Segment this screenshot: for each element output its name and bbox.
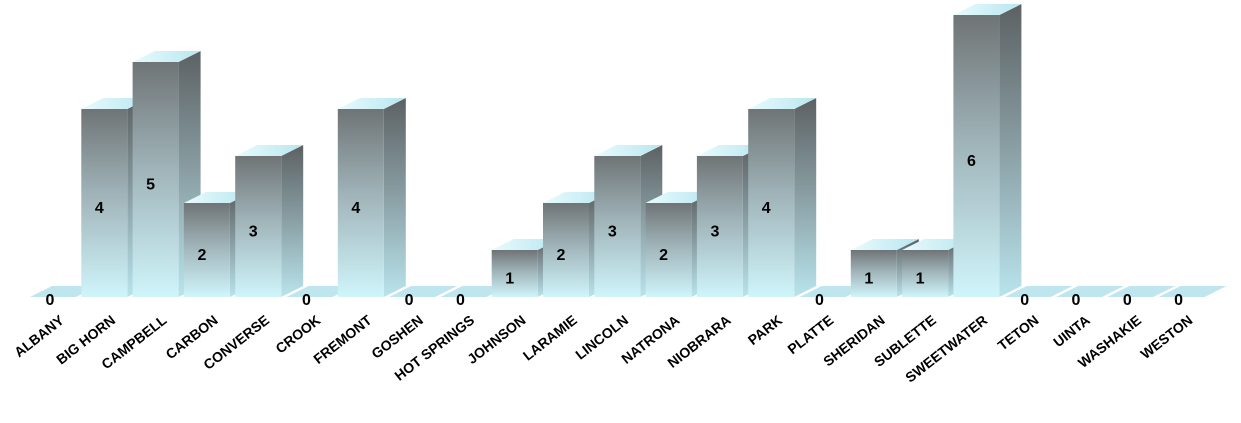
bar-floor-uinta — [1056, 286, 1124, 297]
bar-front-johnson — [491, 250, 538, 297]
bar-albany — [30, 286, 98, 297]
category-label-teton: TETON — [994, 312, 1041, 354]
value-label-natrona: 2 — [659, 247, 668, 264]
bar-top-sweetwater — [953, 4, 1022, 15]
value-label-platte: 0 — [815, 292, 824, 309]
bar-top-carbon — [183, 192, 252, 203]
bar-crook — [286, 286, 355, 297]
bar-top-lincoln — [594, 145, 663, 156]
bar-fremont — [337, 98, 406, 297]
bar-floor-washakie — [1107, 286, 1176, 297]
bar-top-natrona — [645, 192, 714, 203]
bar-teton — [1004, 286, 1073, 297]
bar-front-natrona — [645, 203, 692, 297]
category-label-weston: WESTON — [1137, 312, 1195, 362]
value-label-uinta: 0 — [1072, 292, 1081, 309]
bars-layer — [30, 4, 1227, 297]
bar-hot-springs — [440, 286, 509, 297]
value-label-hot-springs: 0 — [456, 292, 465, 309]
value-label-converse: 3 — [249, 224, 258, 241]
category-label-park: PARK — [745, 312, 785, 348]
bar-park — [748, 98, 817, 297]
bar-top-park — [748, 98, 817, 109]
bar-front-niobrara — [696, 156, 743, 297]
bar-weston — [1158, 286, 1227, 297]
bar-front-carbon — [183, 203, 230, 297]
bar-floor-weston — [1158, 286, 1227, 297]
bar-campbell — [132, 51, 201, 297]
value-label-sublette: 1 — [916, 271, 925, 288]
value-label-goshen: 0 — [405, 292, 414, 309]
bar-front-big-horn — [81, 109, 128, 297]
bar-top-big-horn — [81, 98, 150, 109]
value-label-sheridan: 1 — [864, 271, 873, 288]
bar-top-campbell — [132, 51, 201, 62]
bar-top-johnson — [491, 239, 560, 250]
bar-front-lincoln — [594, 156, 641, 297]
value-label-johnson: 1 — [505, 271, 514, 288]
bar-front-fremont — [337, 109, 384, 297]
bar-side-fremont — [383, 98, 406, 297]
bar-floor-teton — [1004, 286, 1073, 297]
value-label-laramie: 2 — [557, 247, 566, 264]
value-label-sweetwater: 6 — [967, 153, 976, 170]
bar-floor-albany — [30, 286, 98, 297]
bar-sweetwater — [953, 4, 1022, 297]
value-label-fremont: 4 — [351, 200, 360, 217]
bar-front-sweetwater — [953, 15, 1000, 297]
bar-top-niobrara — [696, 145, 765, 156]
bar-front-converse — [235, 156, 282, 297]
bar-converse — [235, 145, 304, 297]
category-label-uinta: UINTA — [1050, 312, 1093, 350]
bar-side-sweetwater — [999, 4, 1022, 297]
bar-uinta — [1056, 286, 1124, 297]
value-label-washakie: 0 — [1123, 292, 1132, 309]
value-label-weston: 0 — [1174, 292, 1183, 309]
bar-floor-goshen — [389, 286, 458, 297]
value-label-niobrara: 3 — [710, 224, 719, 241]
bar-floor-platte — [799, 286, 868, 297]
bar-floor-hot-springs — [440, 286, 509, 297]
value-label-carbon: 2 — [197, 247, 206, 264]
category-label-laramie: LARAMIE — [520, 312, 580, 364]
value-label-albany: 0 — [46, 292, 55, 309]
bar-front-sheridan — [850, 250, 897, 297]
bar-front-sublette — [902, 250, 949, 297]
bar-platte — [799, 286, 868, 297]
value-label-lincoln: 3 — [608, 224, 617, 241]
bar-goshen — [389, 286, 458, 297]
value-label-campbell: 5 — [146, 177, 155, 194]
bar-front-park — [748, 109, 795, 297]
value-label-teton: 0 — [1020, 292, 1029, 309]
value-label-crook: 0 — [302, 292, 311, 309]
bar-top-converse — [235, 145, 304, 156]
category-label-fremont: FREMONT — [310, 311, 375, 366]
bar-front-laramie — [543, 203, 589, 297]
value-label-big-horn: 4 — [95, 200, 104, 217]
bar-top-sublette — [902, 239, 971, 250]
bar-top-fremont — [337, 98, 406, 109]
bar-washakie — [1107, 286, 1176, 297]
bar-side-converse — [281, 145, 304, 297]
bar-top-sheridan — [850, 239, 919, 250]
value-label-park: 4 — [762, 200, 771, 217]
bar-floor-crook — [286, 286, 355, 297]
bar-side-park — [794, 98, 817, 297]
bar-top-laramie — [543, 192, 611, 203]
bar-front-campbell — [132, 62, 179, 297]
value-labels-layer: 0 4 5 2 3 0 4 0 0 1 2 3 2 3 4 0 1 1 6 0 0 0 0 — [46, 153, 1184, 309]
